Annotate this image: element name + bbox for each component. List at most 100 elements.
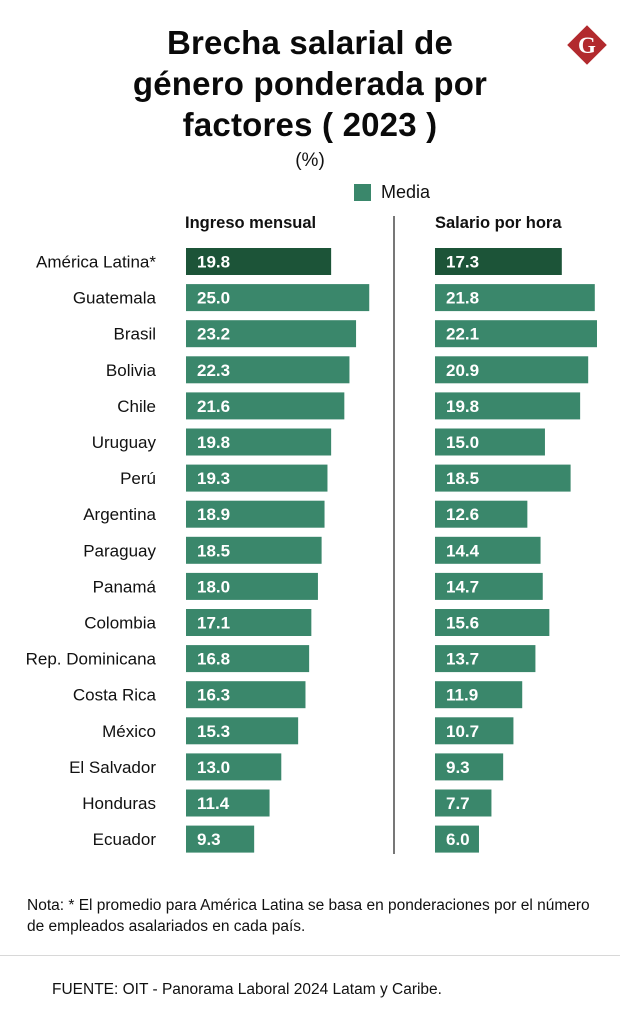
value-label: 21.6 <box>197 397 230 416</box>
category-label: Ecuador <box>93 830 157 849</box>
bar-salario-por-hora <box>435 609 550 636</box>
bar-salario-por-hora <box>435 320 597 348</box>
category-label: Uruguay <box>92 433 157 452</box>
column-header-ingreso-mensual: Ingreso mensual <box>185 214 317 232</box>
logo-diamond <box>567 25 607 65</box>
value-label: 19.3 <box>197 469 230 488</box>
category-label: Colombia <box>84 614 156 633</box>
bar-ingreso-mensual <box>186 392 345 420</box>
bar-salario-por-hora <box>435 356 589 384</box>
bar-ingreso-mensual <box>186 536 322 564</box>
bar-ingreso-mensual <box>186 681 306 709</box>
value-label: 11.4 <box>197 794 230 813</box>
value-label: 12.6 <box>446 505 479 524</box>
bar-salario-por-hora <box>435 464 571 492</box>
bar-salario-por-hora <box>435 248 562 275</box>
category-label: Perú <box>120 469 156 488</box>
bar-ingreso-mensual <box>186 753 282 781</box>
value-label: 11.9 <box>446 686 478 705</box>
value-label: 20.9 <box>446 361 479 380</box>
category-label: Chile <box>117 397 156 416</box>
value-label: 22.1 <box>446 325 479 344</box>
title-line-2: género ponderada por <box>132 65 488 102</box>
value-label: 9.3 <box>197 830 221 849</box>
bar-ingreso-mensual <box>186 825 255 853</box>
bar-ingreso-mensual <box>186 320 357 348</box>
bar-salario-por-hora <box>435 825 479 853</box>
bar-ingreso-mensual <box>186 572 318 600</box>
footer-divider <box>0 955 620 956</box>
value-label: 23.2 <box>197 325 230 344</box>
value-label: 6.0 <box>446 830 470 849</box>
title-line-3: factores ( 2023 ) <box>182 106 438 143</box>
bar-ingreso-mensual <box>186 428 332 456</box>
value-label: 17.3 <box>446 253 479 272</box>
bar-ingreso-mensual <box>186 464 328 492</box>
value-label: 13.7 <box>446 650 479 669</box>
value-label: 17.1 <box>197 614 230 633</box>
bar-ingreso-mensual <box>186 356 350 384</box>
category-label: México <box>102 722 156 741</box>
category-label: Panamá <box>93 577 157 596</box>
value-label: 16.8 <box>197 650 230 669</box>
value-label: 15.3 <box>197 722 230 741</box>
bar-chart: América Latina* 19.8 17.3 Guatemala 25.0 21.8… <box>26 248 597 853</box>
bar-salario-por-hora <box>435 572 543 600</box>
logo-letter: G <box>578 33 596 58</box>
bar-ingreso-mensual <box>186 789 270 817</box>
legend: Media <box>354 182 430 203</box>
bar-salario-por-hora <box>435 392 581 420</box>
value-label: 18.5 <box>197 541 230 560</box>
category-label: América Latina* <box>36 253 156 272</box>
value-label: 10.7 <box>446 722 479 741</box>
value-label: 13.0 <box>197 758 230 777</box>
value-label: 15.0 <box>446 433 479 452</box>
value-label: 9.3 <box>446 758 470 777</box>
category-label: Paraguay <box>83 541 156 560</box>
value-label: 14.7 <box>446 577 479 596</box>
category-label: El Salvador <box>69 758 156 777</box>
value-label: 18.9 <box>197 505 230 524</box>
column-header-salario-por-hora: Salario por hora <box>435 214 562 232</box>
category-label: Argentina <box>83 505 156 524</box>
legend-label: Media <box>381 182 431 202</box>
bar-salario-por-hora <box>435 753 504 781</box>
category-label: Guatemala <box>73 289 157 308</box>
bar-ingreso-mensual <box>186 500 325 528</box>
bar-ingreso-mensual <box>186 248 332 275</box>
chart-unit: (%) <box>295 150 325 171</box>
value-label: 22.3 <box>197 361 230 380</box>
value-label: 14.4 <box>446 541 480 560</box>
value-label: 19.8 <box>197 253 230 272</box>
category-label: Honduras <box>82 794 156 813</box>
bar-ingreso-mensual <box>186 284 370 312</box>
value-label: 19.8 <box>446 397 479 416</box>
bar-salario-por-hora <box>435 681 523 709</box>
value-label: 15.6 <box>446 614 479 633</box>
bar-salario-por-hora <box>435 717 514 745</box>
value-label: 19.8 <box>197 433 230 452</box>
category-label: Rep. Dominicana <box>26 650 157 669</box>
bar-salario-por-hora <box>435 500 528 528</box>
category-label: Costa Rica <box>73 686 157 705</box>
logo-icon: G <box>567 25 607 65</box>
value-label: 7.7 <box>446 794 470 813</box>
category-label: Brasil <box>113 325 156 344</box>
bar-salario-por-hora <box>435 536 541 564</box>
bar-salario-por-hora <box>435 284 595 312</box>
bar-salario-por-hora <box>435 645 536 673</box>
title-line-1: Brecha salarial de <box>166 24 454 61</box>
bar-ingreso-mensual <box>186 645 310 673</box>
value-label: 21.8 <box>446 289 479 308</box>
value-label: 16.3 <box>197 686 230 705</box>
bar-ingreso-mensual <box>186 717 299 745</box>
legend-swatch <box>354 184 371 201</box>
value-label: 18.5 <box>446 469 479 488</box>
footnote: Nota: * El promedio para América Latina … <box>27 897 590 935</box>
category-label: Bolivia <box>106 361 157 380</box>
source-text: FUENTE: OIT - Panorama Laboral 2024 Lata… <box>52 981 442 998</box>
value-label: 18.0 <box>197 577 230 596</box>
bar-ingreso-mensual <box>186 609 312 636</box>
chart-title: Brecha salarial de género ponderada por … <box>0 22 620 145</box>
column-divider <box>393 216 395 854</box>
